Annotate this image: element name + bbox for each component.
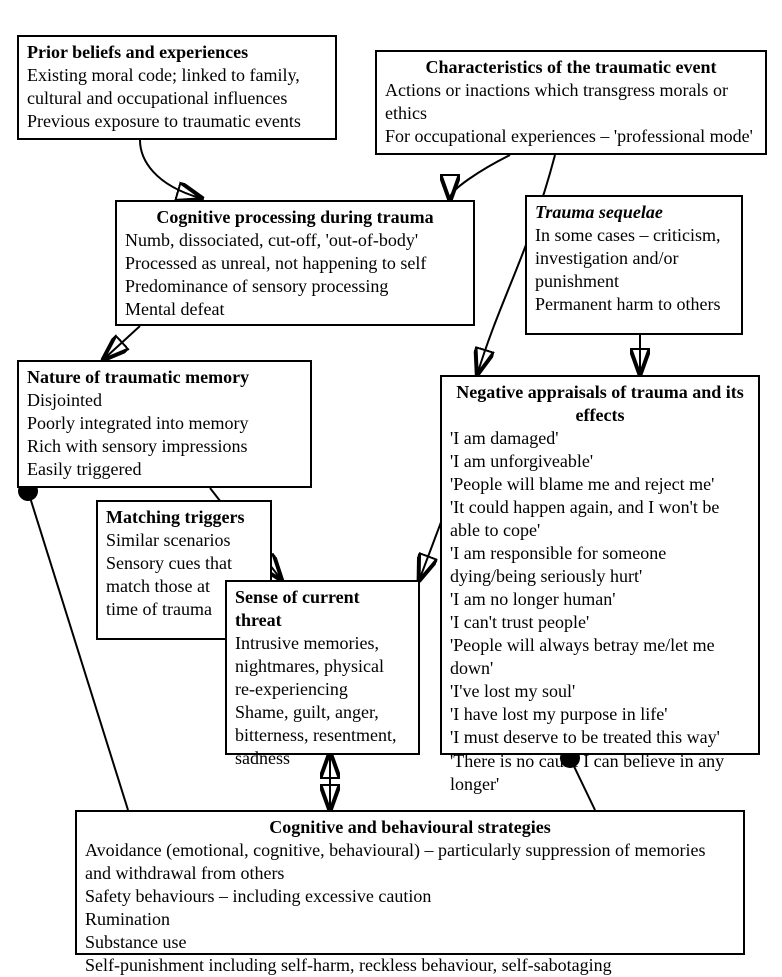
node-sequelae-line: In some cases – criticism, bbox=[535, 224, 733, 247]
node-prior-title: Prior beliefs and experiences bbox=[27, 41, 327, 64]
node-characteristics: Characteristics of the traumatic eventAc… bbox=[375, 50, 767, 155]
node-appraisals-line: 'People will blame me and reject me' bbox=[450, 473, 750, 496]
node-sequelae-title: Trauma sequelae bbox=[535, 201, 733, 224]
node-threat-line: bitterness, resentment, bbox=[235, 724, 410, 747]
node-prior-line: cultural and occupational influences bbox=[27, 87, 327, 110]
node-threat-line: re-experiencing bbox=[235, 678, 410, 701]
node-memory-line: Rich with sensory impressions bbox=[27, 435, 302, 458]
node-threat-title: Sense of current threat bbox=[235, 586, 410, 632]
node-threat-line: nightmares, physical bbox=[235, 655, 410, 678]
node-prior-line: Previous exposure to traumatic events bbox=[27, 110, 327, 133]
node-appraisals-line: 'I've lost my soul' bbox=[450, 680, 750, 703]
node-cognitive_proc-line: Numb, dissociated, cut-off, 'out-of-body… bbox=[125, 229, 465, 252]
node-prior-line: Existing moral code; linked to family, bbox=[27, 64, 327, 87]
node-appraisals-line: 'I must deserve to be treated this way' bbox=[450, 726, 750, 749]
node-sequelae-line: punishment bbox=[535, 270, 733, 293]
node-strategies-line: Substance use bbox=[85, 931, 735, 954]
node-threat-line: sadness bbox=[235, 747, 410, 770]
node-triggers-line: Similar scenarios bbox=[106, 529, 262, 552]
node-appraisals-line: 'People will always betray me/let me dow… bbox=[450, 634, 750, 680]
node-sequelae: Trauma sequelaeIn some cases – criticism… bbox=[525, 195, 743, 335]
node-appraisals-line: 'I am no longer human' bbox=[450, 588, 750, 611]
node-cognitive_proc-line: Processed as unreal, not happening to se… bbox=[125, 252, 465, 275]
node-characteristics-title: Characteristics of the traumatic event bbox=[385, 56, 757, 79]
node-memory-title: Nature of traumatic memory bbox=[27, 366, 302, 389]
node-memory-line: Easily triggered bbox=[27, 458, 302, 481]
node-sequelae-line: Permanent harm to others bbox=[535, 293, 733, 316]
node-prior: Prior beliefs and experiencesExisting mo… bbox=[17, 35, 337, 140]
node-threat-line: Shame, guilt, anger, bbox=[235, 701, 410, 724]
node-triggers-title: Matching triggers bbox=[106, 506, 262, 529]
edge-cogproc-to-memory bbox=[105, 326, 140, 358]
node-cognitive_proc-line: Predominance of sensory processing bbox=[125, 275, 465, 298]
node-cognitive_proc-line: Mental defeat bbox=[125, 298, 465, 321]
node-appraisals: Negative appraisals of trauma and its ef… bbox=[440, 375, 760, 755]
diagram-canvas: Prior beliefs and experiencesExisting mo… bbox=[0, 0, 782, 961]
node-memory: Nature of traumatic memoryDisjointedPoor… bbox=[17, 360, 312, 488]
node-appraisals-title: Negative appraisals of trauma and its ef… bbox=[450, 381, 750, 427]
node-appraisals-line: 'I am responsible for someone dying/bein… bbox=[450, 542, 750, 588]
edge-char-to-cogproc bbox=[450, 155, 510, 198]
node-characteristics-line: Actions or inactions which transgress mo… bbox=[385, 79, 757, 125]
node-appraisals-line: 'There is no cause I can believe in any … bbox=[450, 750, 750, 796]
node-strategies: Cognitive and behavioural strategiesAvoi… bbox=[75, 810, 745, 955]
edge-prior-to-cogproc bbox=[140, 140, 200, 198]
node-appraisals-line: 'I am unforgiveable' bbox=[450, 450, 750, 473]
node-strategies-title: Cognitive and behavioural strategies bbox=[85, 816, 735, 839]
node-sequelae-line: investigation and/or bbox=[535, 247, 733, 270]
node-appraisals-line: 'It could happen again, and I won't be a… bbox=[450, 496, 750, 542]
node-threat: Sense of current threatIntrusive memorie… bbox=[225, 580, 420, 755]
node-memory-line: Poorly integrated into memory bbox=[27, 412, 302, 435]
node-appraisals-line: 'I have lost my purpose in life' bbox=[450, 703, 750, 726]
node-appraisals-line: 'I can't trust people' bbox=[450, 611, 750, 634]
node-characteristics-line: For occupational experiences – 'professi… bbox=[385, 125, 757, 148]
node-cognitive_proc: Cognitive processing during traumaNumb, … bbox=[115, 200, 475, 326]
node-strategies-line: Safety behaviours – including excessive … bbox=[85, 885, 735, 908]
node-appraisals-line: 'I am damaged' bbox=[450, 427, 750, 450]
node-memory-line: Disjointed bbox=[27, 389, 302, 412]
node-strategies-line: Avoidance (emotional, cognitive, behavio… bbox=[85, 839, 735, 885]
node-strategies-line: Self-punishment including self-harm, rec… bbox=[85, 954, 735, 977]
node-strategies-line: Rumination bbox=[85, 908, 735, 931]
node-triggers-line: Sensory cues that bbox=[106, 552, 262, 575]
node-cognitive_proc-title: Cognitive processing during trauma bbox=[125, 206, 465, 229]
node-threat-line: Intrusive memories, bbox=[235, 632, 410, 655]
